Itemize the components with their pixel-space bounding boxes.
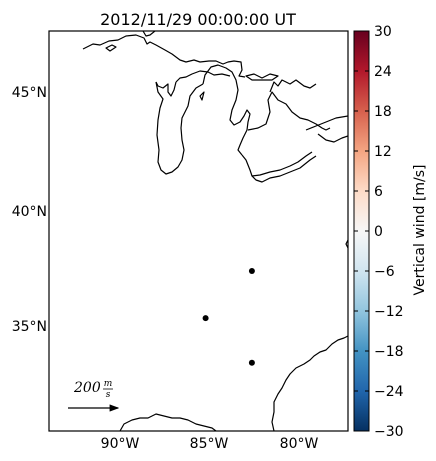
colorbar-tick-label: 30 — [374, 24, 392, 40]
leelanau — [199, 91, 205, 101]
keweenaw — [105, 44, 117, 52]
reference-arrow-unit-den: s — [106, 390, 111, 400]
station-marker — [248, 359, 255, 366]
reference-arrow-value: 200 — [73, 380, 101, 396]
lon-label-80: 80°W — [280, 436, 319, 452]
colorbar-ticks: 30 24 18 12 6 0 −6 −12 −18 −24 −30 — [354, 24, 404, 440]
lat-label-35: 35°N — [12, 319, 47, 335]
lake-ontario — [305, 115, 348, 131]
atlantic-coast — [271, 335, 348, 431]
map-panel[interactable]: 200 m s — [48, 30, 349, 432]
latitude-labels: 45°N 40°N 35°N — [12, 85, 47, 335]
ontario-shore — [247, 91, 331, 131]
map-frame — [48, 30, 349, 432]
lake-superior-shore — [82, 34, 246, 78]
lower-michigan — [202, 64, 251, 156]
colorbar-tick-label: 24 — [374, 64, 392, 80]
lake-erie-shore — [241, 151, 313, 177]
gulf-coast — [119, 413, 217, 431]
reference-arrow-unit-num: m — [104, 379, 113, 389]
lat-label-40: 40°N — [12, 204, 47, 220]
colorbar-tick-label: −24 — [374, 384, 404, 400]
colorbar-tick-label: 18 — [374, 104, 392, 120]
door-peninsula — [155, 81, 177, 97]
lon-label-85: 85°W — [190, 436, 229, 452]
map-title: 2012/11/29 00:00:00 UT — [100, 10, 296, 29]
colorbar-tick-label: 12 — [374, 144, 392, 160]
up-south-shore — [175, 70, 231, 83]
reference-arrow: 200 m s — [68, 379, 120, 412]
station-marker — [248, 268, 255, 274]
outer-banks — [345, 239, 348, 249]
colorbar: 30 24 18 12 6 0 −6 −12 −18 −24 −30 Vertical wind [… — [353, 24, 428, 440]
lon-label-90: 90°W — [101, 436, 140, 452]
colorbar-label: Vertical wind [m/s] — [412, 165, 428, 296]
colorbar-tick-label: 0 — [374, 224, 383, 240]
lat-label-45: 45°N — [12, 85, 47, 101]
station-marker — [202, 315, 209, 322]
lake-michigan-west — [155, 81, 204, 175]
colorbar-tick-label: −6 — [374, 264, 395, 280]
lake-erie-north — [251, 155, 317, 183]
colorbar-tick-label: −30 — [374, 424, 404, 440]
longitude-labels: 90°W 85°W 80°W — [101, 436, 319, 452]
colorbar-tick-label: 6 — [374, 184, 383, 200]
colorbar-tick-label: −18 — [374, 344, 404, 360]
coastlines — [82, 31, 348, 431]
colorbar-tick-label: −12 — [374, 304, 404, 320]
lake-ontario-north — [317, 133, 348, 143]
lake-superior-north — [142, 31, 156, 37]
manitoulin — [245, 73, 279, 81]
georgian-bay — [269, 79, 317, 93]
station-markers — [202, 268, 255, 366]
